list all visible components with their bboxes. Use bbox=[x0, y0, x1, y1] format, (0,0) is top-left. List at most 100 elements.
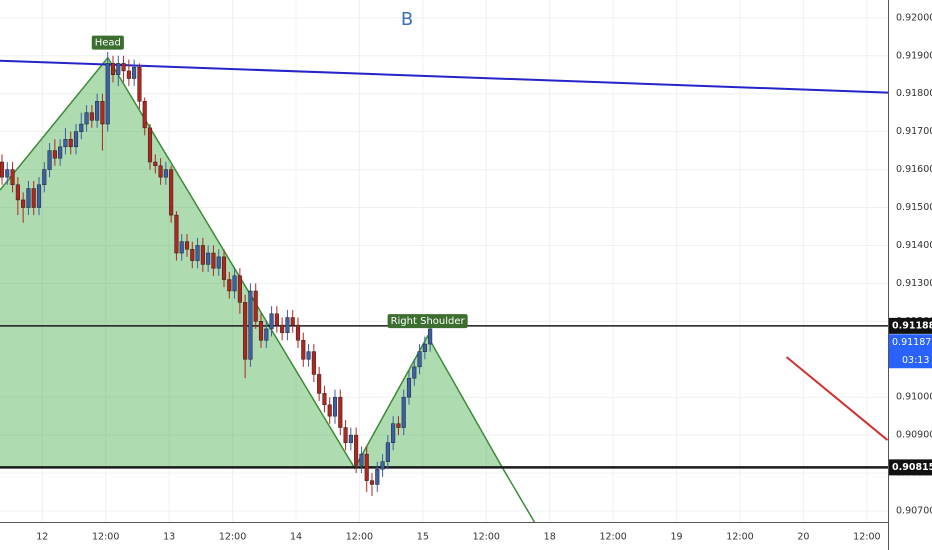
candle-body bbox=[153, 161, 158, 167]
candle-body bbox=[285, 317, 290, 333]
candle-body bbox=[359, 453, 364, 466]
candle-body bbox=[126, 70, 131, 79]
candle-body bbox=[15, 184, 20, 201]
candle-body bbox=[406, 377, 412, 398]
y-tick-label: 0.91500 bbox=[896, 202, 932, 213]
candle-body bbox=[385, 442, 390, 462]
candle-body bbox=[206, 252, 211, 265]
candle-body bbox=[369, 480, 375, 485]
candle-body bbox=[401, 396, 406, 428]
candle-body bbox=[417, 351, 422, 368]
chart-title: B bbox=[401, 9, 413, 30]
level-badge-label: 0.91188 bbox=[892, 320, 932, 331]
level-badge bbox=[889, 317, 932, 334]
x-tick-label: 12:00 bbox=[599, 532, 626, 543]
annotation-label: Right Shoulder bbox=[391, 316, 466, 327]
x-tick-label: 12:00 bbox=[473, 532, 500, 543]
x-tick-label: 14 bbox=[290, 532, 302, 543]
x-tick-label: 12 bbox=[36, 532, 48, 543]
annotation-label: Head bbox=[95, 38, 121, 49]
trendline bbox=[0, 59, 889, 94]
candle-body bbox=[121, 63, 126, 72]
y-tick-label: 0.91700 bbox=[896, 126, 932, 137]
candle-body bbox=[264, 328, 269, 341]
candle-body bbox=[163, 169, 168, 178]
candle-body bbox=[221, 256, 227, 280]
candle-body bbox=[137, 66, 142, 102]
candle-body bbox=[36, 184, 42, 208]
candle-body bbox=[73, 131, 79, 148]
y-tick-label: 0.91900 bbox=[896, 50, 932, 61]
candle-body bbox=[100, 101, 105, 125]
candle-body bbox=[248, 290, 253, 360]
candle-body bbox=[174, 214, 179, 254]
x-tick-label: 12:00 bbox=[346, 532, 373, 543]
candle-body bbox=[258, 321, 264, 341]
candle-body bbox=[84, 112, 89, 125]
candle-body bbox=[58, 146, 63, 159]
candle-body bbox=[200, 245, 205, 265]
pattern-line bbox=[0, 56, 536, 523]
candle-body bbox=[21, 199, 26, 208]
candle-body bbox=[47, 150, 52, 170]
candle-body bbox=[132, 66, 137, 79]
candle-body bbox=[232, 275, 237, 292]
candle-body bbox=[253, 290, 258, 322]
y-tick-label: 0.91300 bbox=[896, 278, 932, 289]
candle-body bbox=[428, 328, 433, 345]
x-tick-label: 20 bbox=[797, 532, 809, 543]
candle-body bbox=[290, 317, 295, 326]
candle-body bbox=[147, 127, 153, 163]
candle-body bbox=[179, 241, 184, 254]
candle-body bbox=[380, 461, 385, 470]
candle-body bbox=[396, 423, 401, 428]
candle-body bbox=[105, 63, 110, 125]
trendline bbox=[785, 356, 889, 441]
candle-body bbox=[63, 138, 68, 148]
y-tick-label: 0.91000 bbox=[896, 392, 932, 403]
candle-body bbox=[110, 63, 116, 75]
candle-body bbox=[42, 169, 47, 185]
countdown-label: 03:13 bbox=[902, 355, 929, 366]
candle-body bbox=[280, 324, 285, 333]
level-badge bbox=[889, 459, 932, 476]
y-tick-label: 0.91400 bbox=[896, 240, 932, 251]
candle-body bbox=[243, 302, 248, 360]
candle-body bbox=[5, 169, 10, 178]
candle-body bbox=[332, 396, 338, 417]
candle-body bbox=[158, 165, 163, 178]
pattern-fill bbox=[0, 57, 503, 469]
candle-body bbox=[237, 275, 242, 303]
candle-body bbox=[52, 150, 57, 159]
x-tick-label: 19 bbox=[671, 532, 683, 543]
candle-body bbox=[354, 434, 359, 466]
y-tick-label: 0.90700 bbox=[896, 505, 932, 516]
last-price-label: 0.91187 bbox=[892, 337, 931, 348]
annotation-box bbox=[91, 35, 124, 50]
candle-body bbox=[269, 313, 274, 330]
x-tick-label: 13 bbox=[163, 532, 175, 543]
candle-body bbox=[211, 252, 216, 269]
candle-body bbox=[68, 138, 73, 148]
x-tick-label: 12:00 bbox=[92, 532, 119, 543]
candle-body bbox=[79, 123, 84, 132]
candle-body bbox=[116, 63, 121, 75]
candle-body bbox=[169, 169, 174, 216]
candle-body bbox=[227, 279, 232, 292]
candle-body bbox=[216, 256, 221, 269]
annotation-box bbox=[387, 314, 468, 329]
candle-body bbox=[317, 374, 322, 394]
candle-body bbox=[301, 340, 306, 360]
candle-body bbox=[26, 188, 31, 208]
candle-body bbox=[322, 393, 327, 406]
candle-body bbox=[338, 396, 343, 428]
level-badge-label: 0.90815 bbox=[892, 462, 932, 473]
x-tick-label: 15 bbox=[417, 532, 429, 543]
last-price-badge bbox=[889, 334, 932, 369]
y-tick-label: 0.91600 bbox=[896, 164, 932, 175]
candle-body bbox=[295, 324, 301, 341]
candle-body bbox=[306, 351, 311, 360]
